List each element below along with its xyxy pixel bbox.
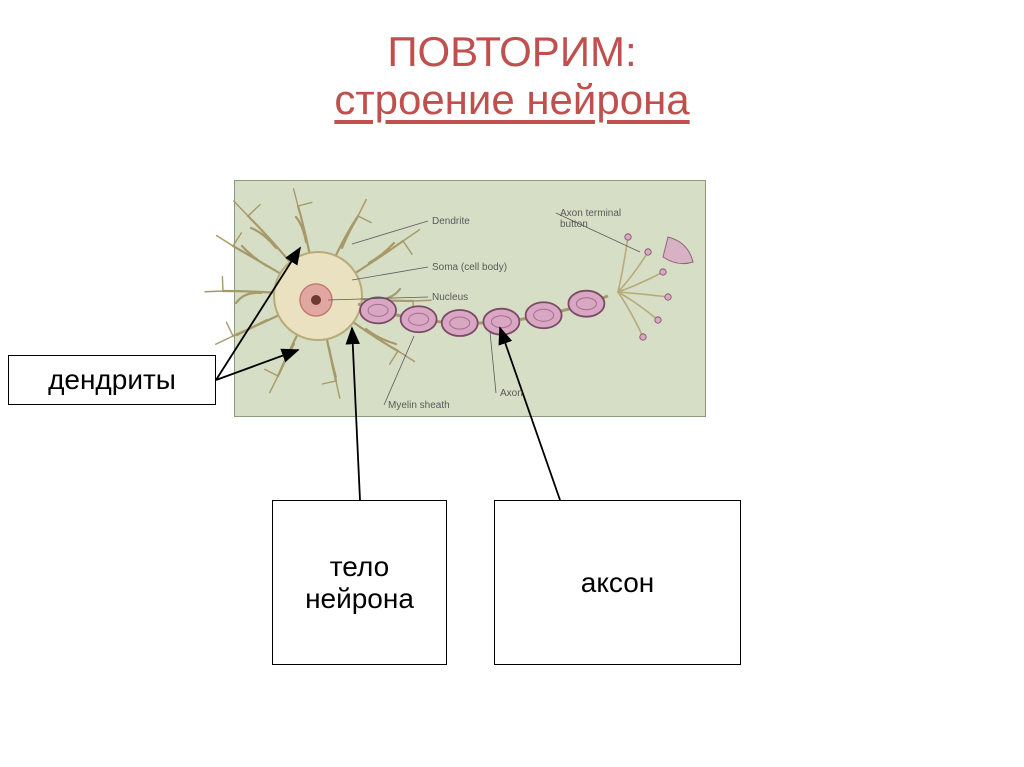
label-myelin: Myelin sheath xyxy=(388,400,450,411)
label-dendrite: Dendrite xyxy=(432,216,470,227)
callout-dendrites-text: дендриты xyxy=(48,364,176,396)
title-line1: ПОВТОРИМ: xyxy=(387,28,636,75)
stage: ПОВТОРИМ: строение нейрона Dendrite Soma… xyxy=(0,0,1024,767)
neuron-diagram-box xyxy=(234,180,706,417)
callout-cell-body: тело нейрона xyxy=(272,500,447,665)
label-terminal: Axon terminal button xyxy=(560,208,630,230)
title-line2: строение нейрона xyxy=(334,76,689,123)
label-nucleus: Nucleus xyxy=(432,292,468,303)
callout-cell-body-text: тело нейрона xyxy=(305,551,414,615)
label-axon: Axon xyxy=(500,388,523,399)
label-soma: Soma (cell body) xyxy=(432,262,507,273)
callout-axon: аксон xyxy=(494,500,741,665)
callout-axon-text: аксон xyxy=(581,567,655,599)
callout-dendrites: дендриты xyxy=(8,355,216,405)
slide-title: ПОВТОРИМ: строение нейрона xyxy=(0,28,1024,125)
